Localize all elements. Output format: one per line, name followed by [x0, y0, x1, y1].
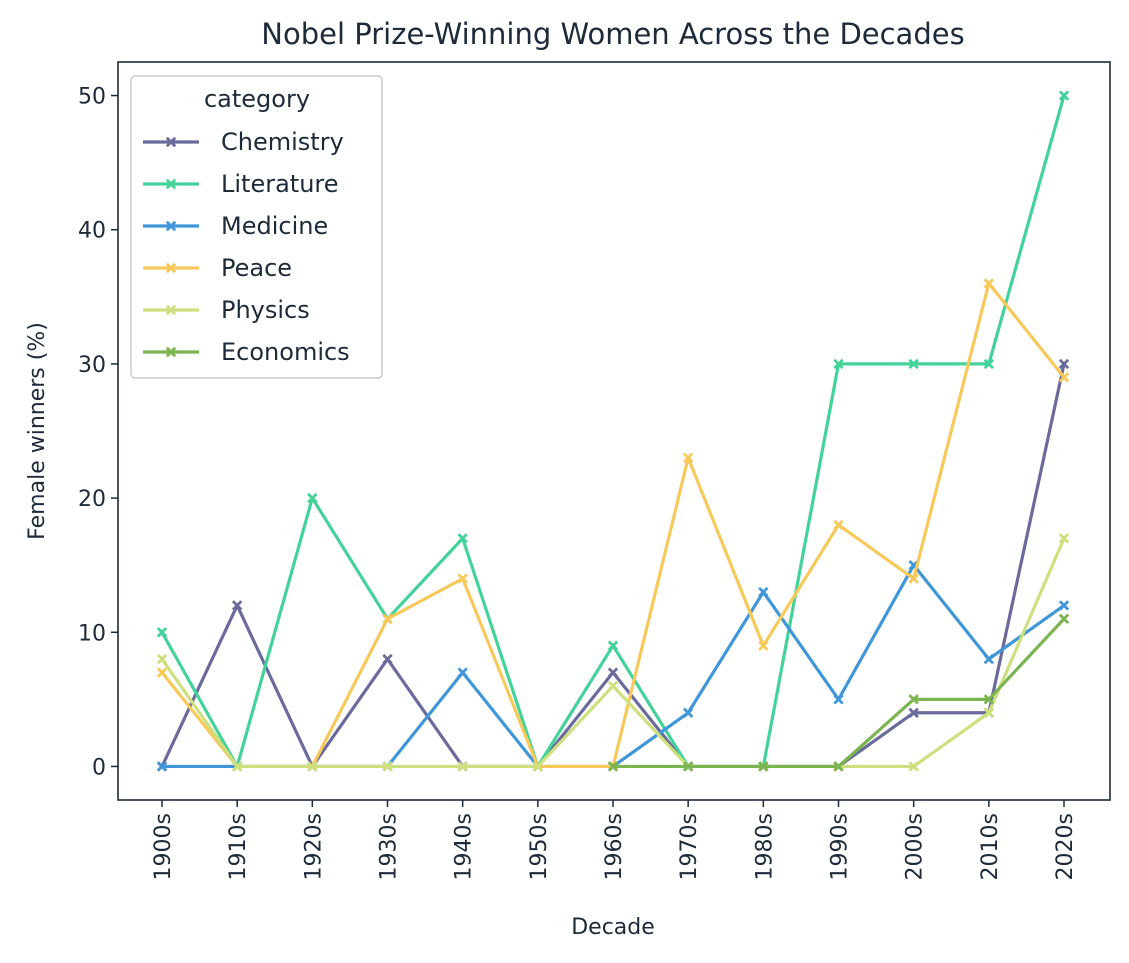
data-point-chemistry — [908, 707, 919, 718]
data-point-chemistry — [231, 600, 243, 611]
data-point-physics — [231, 761, 243, 772]
y-tick-label: 30 — [78, 353, 106, 378]
legend-item-peace: Peace — [143, 254, 292, 282]
legend-marker-chemistry — [165, 136, 177, 148]
x-tick-label: 1960s — [602, 813, 627, 880]
legend-marker-peace — [165, 262, 177, 274]
data-point-literature — [908, 358, 919, 370]
chart-title: Nobel Prize-Winning Women Across the Dec… — [261, 17, 964, 51]
data-point-medicine — [457, 667, 468, 678]
data-point-physics — [156, 653, 168, 665]
data-point-economics — [908, 694, 919, 705]
data-point-physics — [307, 761, 318, 772]
y-axis: 0 10 20 30 40 50 — [78, 85, 118, 780]
data-point-economics — [833, 761, 844, 772]
legend-item-literature: Literature — [143, 170, 339, 198]
x-axis: 1900s 1910s 1920s 1930s 1940s 1950s 1960s 1970s… — [151, 800, 1078, 880]
series-economics — [607, 613, 1070, 772]
data-point-physics — [1058, 533, 1070, 544]
legend-label-literature: Literature — [221, 170, 339, 198]
data-point-peace — [156, 667, 168, 678]
data-point-peace — [833, 519, 844, 531]
legend-marker-literature — [165, 178, 177, 190]
legend: category Chemistry Literature Medicine Peac… — [130, 75, 383, 379]
series-layer — [156, 90, 1070, 772]
legend-marker-economics — [165, 346, 177, 358]
x-tick-label: 1940s — [452, 813, 477, 880]
data-point-medicine — [758, 586, 769, 598]
data-point-peace — [908, 573, 919, 584]
data-point-literature — [833, 358, 844, 370]
data-point-literature — [457, 533, 468, 544]
x-axis-label: Decade — [571, 915, 655, 940]
legend-item-medicine: Medicine — [143, 212, 328, 240]
legend-label-physics: Physics — [221, 296, 310, 324]
data-point-physics — [457, 761, 468, 772]
data-point-literature — [156, 627, 168, 638]
y-tick-label: 20 — [78, 487, 106, 512]
y-tick-label: 10 — [78, 621, 106, 646]
legend-label-chemistry: Chemistry — [221, 128, 344, 156]
x-tick-label: 1910s — [226, 813, 251, 880]
data-point-physics — [908, 761, 919, 772]
data-point-economics — [1058, 613, 1070, 625]
y-tick-label: 40 — [78, 219, 106, 244]
data-point-chemistry — [1058, 358, 1070, 370]
data-point-peace — [1058, 372, 1070, 383]
data-point-physics — [607, 680, 619, 692]
legend-item-physics: Physics — [143, 296, 310, 324]
data-point-literature — [607, 640, 619, 651]
x-tick-label: 1950s — [527, 813, 552, 880]
x-tick-label: 1920s — [301, 813, 326, 880]
data-point-peace — [682, 452, 694, 464]
data-point-literature — [983, 358, 995, 370]
x-tick-label: 2010s — [978, 813, 1003, 880]
data-point-peace — [758, 640, 769, 651]
data-point-physics — [532, 761, 544, 772]
data-point-literature — [1058, 90, 1070, 101]
data-point-physics — [983, 707, 995, 718]
data-point-literature — [307, 492, 318, 504]
legend-item-chemistry: Chemistry — [143, 128, 344, 156]
y-tick-label: 50 — [78, 85, 106, 110]
data-point-medicine — [682, 707, 694, 718]
x-tick-label: 1980s — [752, 813, 777, 880]
legend-title: category — [204, 85, 310, 113]
data-point-medicine — [156, 761, 168, 772]
legend-label-peace: Peace — [221, 254, 292, 282]
data-point-peace — [382, 613, 393, 625]
legend-marker-physics — [165, 304, 177, 316]
data-point-economics — [607, 761, 619, 772]
data-point-economics — [682, 761, 694, 772]
x-tick-label: 1900s — [151, 813, 176, 880]
data-point-peace — [983, 278, 995, 289]
data-point-economics — [983, 694, 995, 705]
y-axis-label: Female winners (%) — [25, 322, 50, 540]
x-tick-label: 2020s — [1053, 813, 1078, 880]
legend-label-economics: Economics — [221, 338, 350, 366]
x-tick-label: 2000s — [903, 813, 928, 880]
data-point-physics — [382, 761, 393, 772]
x-tick-label: 1990s — [828, 813, 853, 880]
data-point-economics — [758, 761, 769, 772]
data-point-medicine — [983, 653, 995, 665]
legend-marker-medicine — [165, 220, 177, 232]
data-point-medicine — [1058, 600, 1070, 611]
y-tick-label: 0 — [92, 755, 106, 780]
x-tick-label: 1970s — [677, 813, 702, 880]
data-point-chemistry — [607, 667, 619, 678]
data-point-medicine — [833, 694, 844, 705]
legend-label-medicine: Medicine — [221, 212, 328, 240]
legend-item-economics: Economics — [143, 338, 350, 366]
legend-items: Chemistry Literature Medicine Peace Physics E… — [143, 128, 350, 366]
legend-box — [130, 75, 383, 379]
x-tick-label: 1930s — [377, 813, 402, 880]
data-point-peace — [457, 573, 468, 584]
data-point-chemistry — [382, 653, 393, 665]
